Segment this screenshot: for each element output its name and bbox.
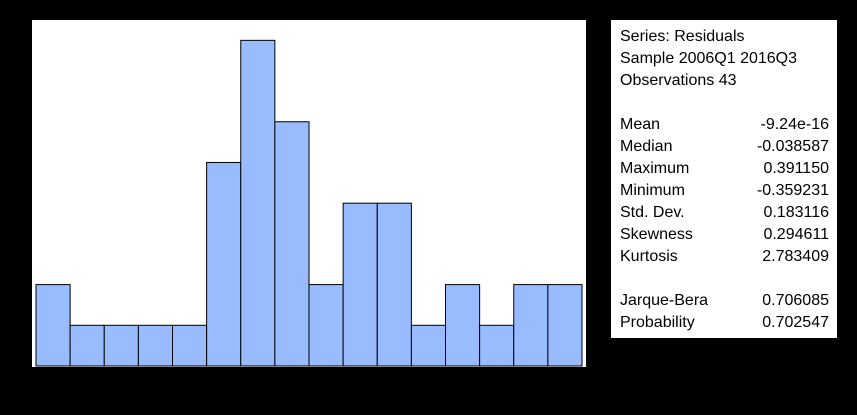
histogram-bar	[69, 324, 105, 367]
stats-label: Std. Dev.	[620, 204, 685, 221]
stats-value: 0.183116	[763, 204, 829, 221]
histogram-bar	[513, 284, 549, 367]
histogram-bar	[35, 284, 71, 367]
stats-label: Median	[620, 138, 673, 155]
stats-row-kurtosis: Kurtosis 2.783409	[620, 246, 829, 268]
stats-row-skewness: Skewness 0.294611	[620, 224, 829, 246]
stats-gap	[620, 268, 829, 290]
histogram-bar	[240, 39, 276, 367]
stats-row-std-dev: Std. Dev. 0.183116	[620, 202, 829, 224]
stats-value: -0.359231	[756, 182, 829, 199]
stats-sample-line: Sample 2006Q1 2016Q3	[620, 50, 798, 67]
histogram-bar	[172, 324, 208, 367]
stats-label: Maximum	[620, 160, 690, 177]
stats-value: 2.783409	[762, 248, 829, 265]
stats-value: 0.706085	[762, 292, 829, 309]
bars-group	[35, 39, 583, 367]
histogram-bar	[274, 121, 310, 367]
stats-row-median: Median -0.038587	[620, 136, 829, 158]
histogram-bar	[376, 202, 412, 367]
stats-panel: Series: Residuals Sample 2006Q1 2016Q3 O…	[611, 20, 837, 338]
histogram-bar	[445, 284, 481, 367]
stats-observations-line: Observations 43	[620, 72, 737, 89]
stats-label: Mean	[620, 116, 661, 133]
stats-label: Skewness	[620, 226, 693, 243]
stats-value: -0.038587	[756, 138, 829, 155]
stats-label: Jarque-Bera	[620, 292, 709, 309]
histogram-bar	[103, 324, 139, 367]
histogram-bar	[137, 324, 174, 367]
stats-row-maximum: Maximum 0.391150	[620, 158, 829, 180]
histogram-bar	[308, 284, 344, 367]
stats-value: 0.702547	[762, 314, 829, 331]
stats-row-minimum: Minimum -0.359231	[620, 180, 829, 202]
stats-label: Probability	[620, 314, 695, 331]
stats-series-line: Series: Residuals	[620, 28, 745, 45]
stats-row-mean: Mean -9.24e-16	[620, 114, 829, 136]
histogram-bar	[206, 161, 242, 367]
histogram-bar	[342, 202, 378, 367]
stats-value: 0.294611	[763, 226, 829, 243]
stats-value: -9.24e-16	[760, 116, 830, 133]
stats-value: 0.391150	[763, 160, 829, 177]
stats-label: Kurtosis	[620, 248, 678, 265]
histogram-bar	[547, 284, 583, 367]
histogram-bar	[410, 324, 447, 367]
stats-row-probability: Probability 0.702547	[620, 312, 829, 334]
stats-gap	[620, 92, 829, 114]
stats-row-jarque-bera: Jarque-Bera 0.706085	[620, 290, 829, 312]
stats-label: Minimum	[620, 182, 685, 199]
histogram-bar	[479, 324, 515, 367]
